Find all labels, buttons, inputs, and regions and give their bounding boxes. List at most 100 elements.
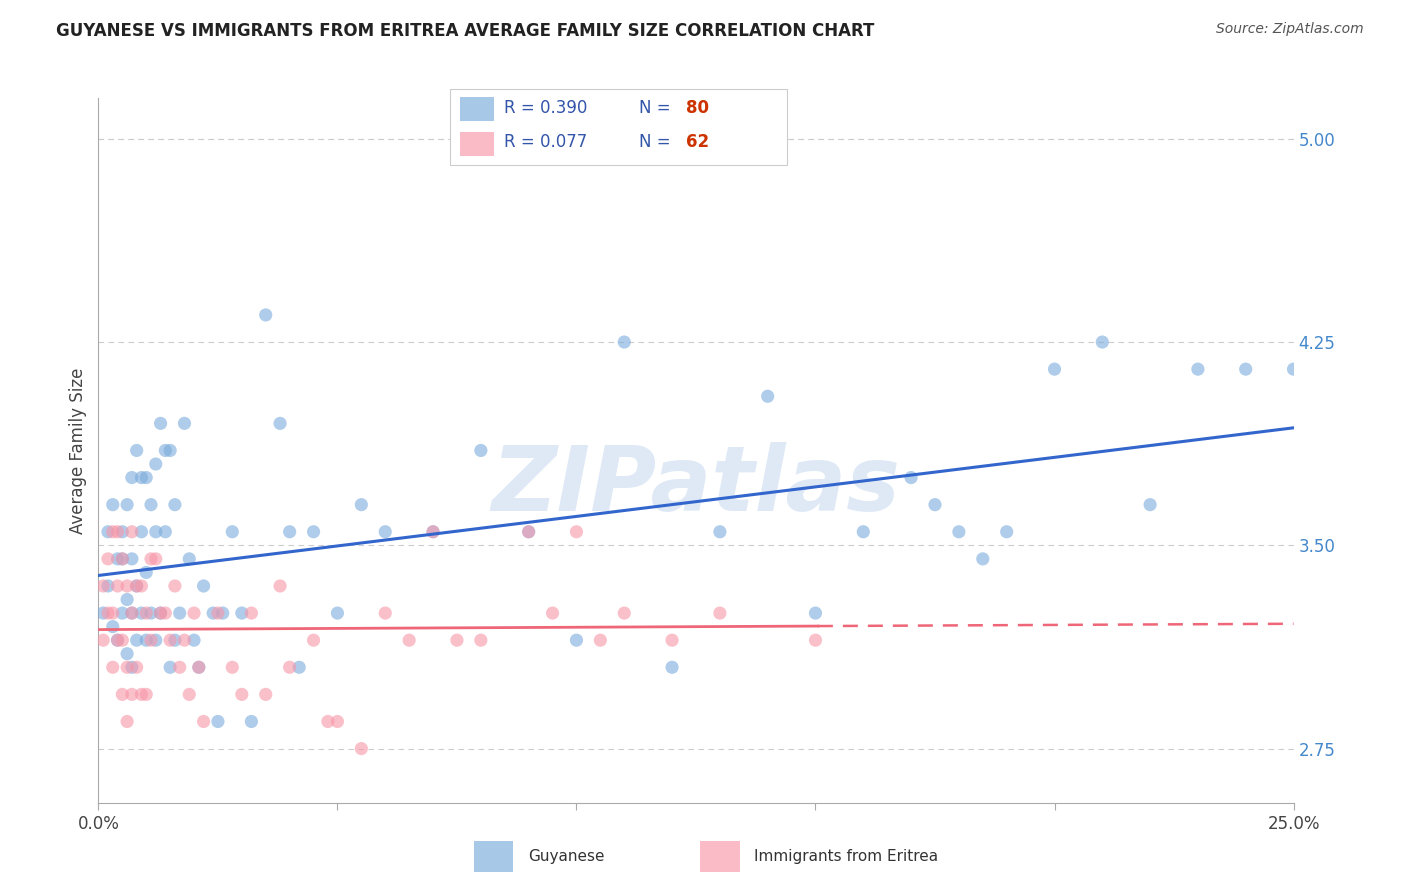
Point	[1091, 334, 1114, 349]
Point	[278, 660, 301, 674]
Point	[107, 633, 129, 648]
Point	[125, 633, 148, 648]
Point	[1234, 362, 1257, 376]
Point	[159, 660, 181, 674]
Point	[111, 552, 134, 566]
Point	[97, 579, 120, 593]
Point	[101, 498, 124, 512]
Point	[139, 552, 162, 566]
Point	[326, 714, 349, 729]
Point	[145, 552, 167, 566]
Point	[422, 524, 444, 539]
FancyBboxPatch shape	[700, 840, 740, 872]
Point	[517, 524, 540, 539]
FancyBboxPatch shape	[460, 97, 494, 121]
Point	[121, 687, 143, 701]
Text: R = 0.390: R = 0.390	[503, 99, 588, 117]
Point	[115, 592, 138, 607]
Point	[972, 552, 994, 566]
Point	[254, 308, 277, 322]
Text: N =: N =	[638, 133, 676, 152]
Point	[179, 687, 201, 701]
Point	[115, 714, 138, 729]
Point	[254, 687, 277, 701]
Point	[422, 524, 444, 539]
Point	[207, 606, 229, 620]
Point	[565, 633, 588, 648]
Point	[155, 606, 177, 620]
Point	[231, 606, 253, 620]
Point	[115, 647, 138, 661]
Point	[131, 687, 153, 701]
Point	[187, 660, 209, 674]
Point	[211, 606, 233, 620]
Point	[541, 606, 564, 620]
Point	[155, 524, 177, 539]
Point	[173, 633, 195, 648]
Point	[183, 606, 205, 620]
Point	[101, 524, 124, 539]
Point	[139, 633, 162, 648]
Point	[709, 606, 731, 620]
Point	[316, 714, 339, 729]
Point	[350, 498, 373, 512]
Point	[169, 606, 191, 620]
Point	[183, 633, 205, 648]
Point	[135, 633, 157, 648]
Point	[121, 470, 143, 484]
Point	[661, 633, 683, 648]
Point	[145, 457, 167, 471]
Point	[661, 660, 683, 674]
Point	[193, 714, 215, 729]
Point	[187, 660, 209, 674]
Point	[101, 620, 124, 634]
Text: 80: 80	[686, 99, 709, 117]
Point	[111, 687, 134, 701]
Point	[111, 606, 134, 620]
Point	[107, 633, 129, 648]
Point	[101, 606, 124, 620]
Point	[163, 498, 186, 512]
Point	[149, 606, 172, 620]
Point	[159, 443, 181, 458]
Point	[589, 633, 612, 648]
Text: 62: 62	[686, 133, 709, 152]
Point	[121, 552, 143, 566]
Point	[517, 524, 540, 539]
Point	[302, 524, 325, 539]
Point	[91, 633, 114, 648]
Point	[111, 524, 134, 539]
Point	[470, 633, 492, 648]
Point	[145, 633, 167, 648]
Point	[125, 660, 148, 674]
Point	[163, 579, 186, 593]
Point	[159, 633, 181, 648]
Point	[107, 552, 129, 566]
Text: R = 0.077: R = 0.077	[503, 133, 588, 152]
Point	[278, 524, 301, 539]
Text: Source: ZipAtlas.com: Source: ZipAtlas.com	[1216, 22, 1364, 37]
Point	[613, 334, 636, 349]
Point	[231, 687, 253, 701]
Point	[121, 606, 143, 620]
Point	[125, 579, 148, 593]
Point	[115, 498, 138, 512]
Point	[121, 660, 143, 674]
Point	[446, 633, 468, 648]
Point	[179, 552, 201, 566]
Point	[97, 606, 120, 620]
Point	[221, 660, 243, 674]
Point	[111, 633, 134, 648]
Point	[948, 524, 970, 539]
Point	[115, 579, 138, 593]
Point	[155, 443, 177, 458]
Text: ZIPatlas: ZIPatlas	[492, 442, 900, 530]
Point	[97, 524, 120, 539]
Point	[398, 633, 420, 648]
Point	[173, 417, 195, 431]
Point	[131, 579, 153, 593]
Point	[115, 660, 138, 674]
Point	[125, 443, 148, 458]
Text: Immigrants from Eritrea: Immigrants from Eritrea	[754, 849, 938, 863]
Point	[121, 606, 143, 620]
